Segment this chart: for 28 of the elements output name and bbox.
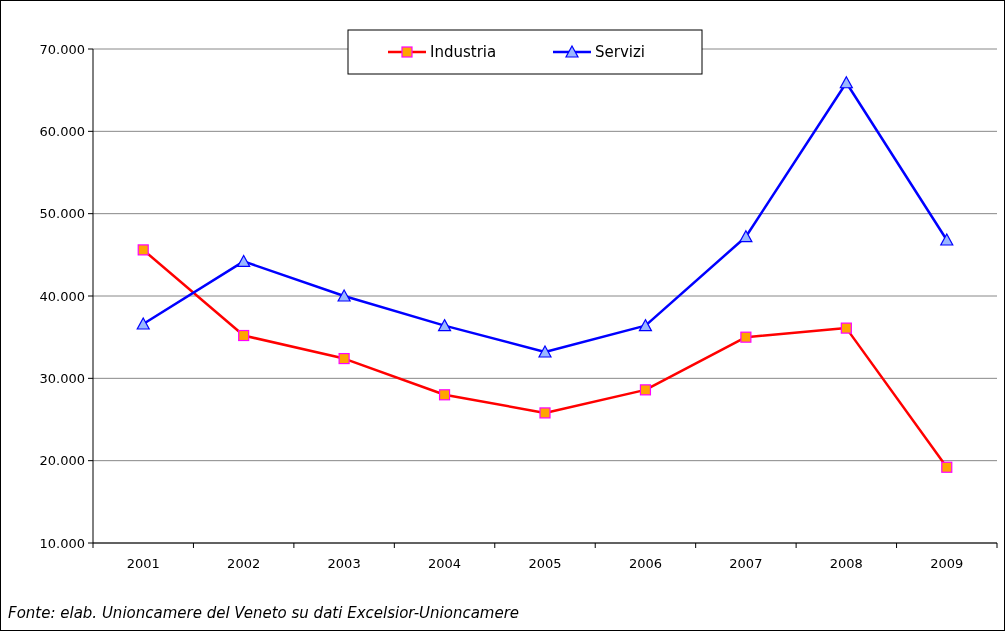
x-tick-label: 2009 — [930, 556, 964, 571]
x-tick-label: 2005 — [528, 556, 562, 571]
point — [337, 289, 351, 302]
point — [437, 319, 452, 332]
point — [940, 233, 954, 246]
x-tick-label: 2004 — [428, 556, 462, 571]
x-tick-label: 2007 — [729, 556, 763, 571]
y-tick-label: 40.000 — [39, 288, 85, 304]
x-tick-label: 2006 — [628, 556, 662, 571]
y-tick-label: 30.000 — [39, 370, 85, 386]
y-tick-label: 50.000 — [39, 206, 85, 222]
point — [839, 76, 853, 89]
point — [739, 230, 753, 243]
y-tick-label: 70.000 — [39, 41, 85, 57]
x-tick-label: 2008 — [829, 556, 863, 571]
point — [237, 254, 251, 268]
point — [136, 317, 150, 330]
x-tick-label: 2002 — [227, 556, 261, 571]
x-tick-label: 2003 — [327, 556, 361, 571]
y-tick-label: 60.000 — [39, 123, 85, 139]
point — [638, 319, 653, 332]
x-tick-label: 2001 — [126, 556, 160, 571]
y-tick-label: 20.000 — [39, 453, 85, 469]
legend-label: Servizi — [595, 43, 646, 62]
source-note: Fonte: elab. Unioncamere del Veneto su dati Excelsior-Unioncamere — [8, 604, 520, 622]
y-tick-label: 10.000 — [39, 535, 85, 551]
legend-label: Industria — [430, 43, 497, 62]
point — [538, 345, 552, 358]
